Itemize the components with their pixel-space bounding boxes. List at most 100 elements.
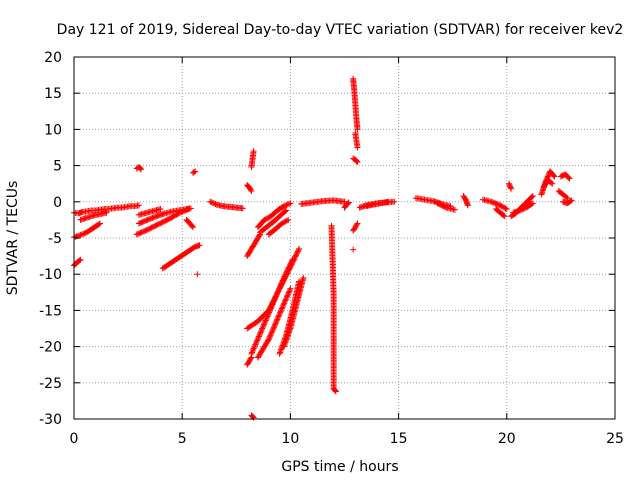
series-points-morning-7 [190,168,199,176]
data-point [550,172,557,179]
data-point [350,246,357,253]
data-point [273,317,280,324]
data-point [353,221,360,228]
data-point [239,205,246,212]
data-point [248,187,255,194]
data-point [283,207,290,214]
data-point [294,249,301,256]
data-point [256,332,263,339]
data-point [270,300,277,307]
data-point [247,355,254,362]
data-point [551,173,558,180]
data-point [354,126,361,133]
y-tick-label: -10 [39,267,62,283]
data-point [77,256,84,263]
data-point [259,325,266,332]
data-point [273,319,280,326]
data-point [248,354,255,361]
data-point [280,301,287,308]
data-point [272,293,279,300]
data-point [265,336,272,343]
data-point [268,329,275,336]
data-point [295,247,302,254]
data-point [259,324,266,331]
data-point [275,286,282,293]
series-arc-midday-1 [207,198,246,212]
data-point [266,309,273,316]
data-point [272,320,279,327]
series-arc-midday-5 [254,200,294,231]
data-point [260,322,267,329]
data-point [253,340,260,347]
y-tick-label: -30 [39,412,62,428]
y-tick-label: 15 [44,86,62,102]
data-point [285,216,292,223]
series-arc-night-4 [557,171,573,182]
series-arc-evening-4 [510,200,536,216]
y-tick-label: 10 [44,122,62,138]
data-point [500,212,507,219]
series-arc-storm-6 [244,354,255,368]
series-arc-morning-5 [159,242,203,272]
data-point [283,269,290,276]
grid-layer [74,57,615,419]
data-point [268,302,275,309]
data-point [255,334,262,341]
data-point [256,330,263,337]
data-point [212,201,219,208]
data-point [285,265,292,272]
data-point [288,258,295,265]
data-point [285,289,292,296]
data-point [499,203,506,210]
data-point [190,224,197,231]
data-point [260,321,267,328]
data-point [287,285,294,292]
series-arc-storm-5 [280,274,307,350]
data-point [506,181,513,188]
data-point [354,144,361,151]
series-arc-afternoon-4 [434,200,458,213]
data-point [292,253,299,260]
series-arc-noon-3 [341,199,352,211]
data-point [282,218,289,225]
data-point [275,313,282,320]
data-point [278,281,285,288]
data-point [287,200,294,207]
data-point [270,325,277,332]
data-point [286,287,293,294]
x-tick-label: 15 [390,431,408,447]
data-point [279,303,286,310]
data-point [280,219,287,226]
x-axis-label: GPS time / hours [281,459,398,475]
data-point [271,296,278,303]
data-point [516,207,523,214]
data-point [251,342,258,349]
data-point [268,331,275,338]
data-point [256,232,263,239]
data-point [250,414,257,421]
data-point [254,337,261,344]
points-layer [71,75,575,421]
data-point [247,186,254,193]
data-point [249,413,256,420]
data-point [76,257,83,264]
data-point [497,202,504,209]
series-arc-evening-2 [492,206,508,220]
data-point [265,310,272,317]
data-point [95,221,102,228]
data-point [257,329,264,336]
data-point [286,200,293,207]
series-arc-morning-4 [135,206,164,218]
series-points-midday-3 [248,148,257,171]
data-point [189,223,196,230]
data-point [503,206,510,213]
data-point [270,324,277,331]
data-point [265,214,272,221]
data-point [281,300,288,307]
data-point [496,201,503,208]
series-arc-storm-2 [248,256,296,357]
data-point [103,209,110,216]
x-tick-label: 0 [70,431,79,447]
data-point [274,290,281,297]
data-point [196,242,203,249]
